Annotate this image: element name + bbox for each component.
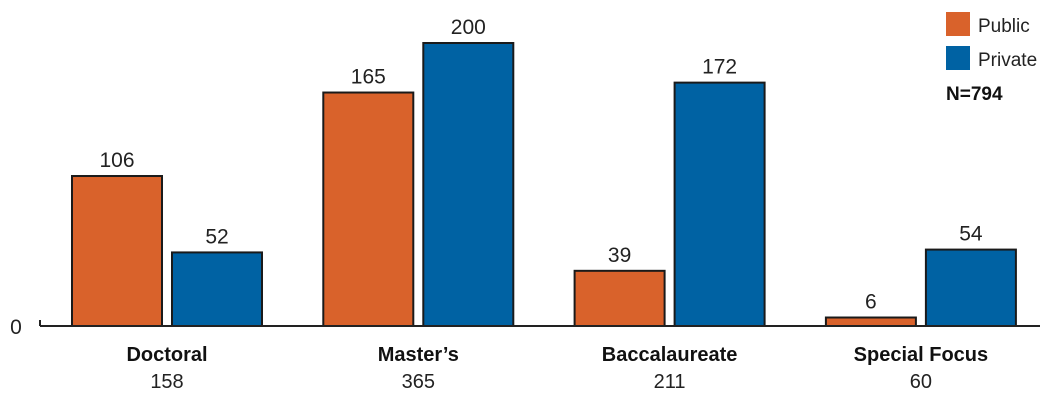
sample-size-note: N=794 — [946, 84, 1003, 105]
category-total-special-focus: 60 — [910, 371, 932, 393]
bar-private-master-s — [422, 42, 515, 327]
value-label-public-master-s: 165 — [351, 66, 386, 89]
legend-swatch-public — [946, 12, 970, 36]
bar-private-doctoral — [171, 251, 263, 327]
category-total-baccalaureate: 211 — [654, 371, 686, 393]
category-label-baccalaureate: Baccalaureate — [602, 344, 738, 366]
value-label-private-special-focus: 54 — [959, 223, 983, 246]
legend-swatch-private — [946, 46, 970, 70]
bar-public-master-s — [322, 91, 415, 328]
bar-private-special-focus — [924, 248, 1017, 327]
bar-public-special-focus — [824, 316, 917, 328]
category-label-special-focus: Special Focus — [854, 344, 989, 366]
legend-label-public: Public — [978, 16, 1030, 37]
value-label-private-baccalaureate: 172 — [702, 56, 737, 79]
value-label-private-master-s: 200 — [451, 16, 486, 39]
category-label-master-s: Master’s — [378, 344, 459, 366]
category-total-master-s: 365 — [402, 371, 435, 393]
legend: Public Private N=794 — [946, 12, 1037, 105]
legend-label-private: Private — [978, 50, 1037, 71]
y-tick-label-zero: 0 — [10, 316, 22, 339]
bar-private-baccalaureate — [673, 81, 766, 328]
value-labels-layer: 106 52 165 200 39 172 6 54 — [99, 16, 982, 314]
category-total-doctoral: 158 — [150, 371, 183, 393]
value-label-public-baccalaureate: 39 — [608, 244, 631, 267]
x-axis: 0 — [10, 316, 1040, 339]
bar-public-doctoral — [71, 175, 163, 327]
bars-layer — [71, 42, 1017, 328]
bar-public-baccalaureate — [573, 269, 666, 328]
category-labels-layer: Doctoral 158 Master’s 365 Baccalaureate 211 Sp… — [126, 344, 988, 393]
value-label-public-special-focus: 6 — [865, 291, 877, 314]
value-label-private-doctoral: 52 — [205, 225, 228, 248]
value-label-public-doctoral: 106 — [99, 149, 134, 172]
category-label-doctoral: Doctoral — [126, 344, 207, 366]
